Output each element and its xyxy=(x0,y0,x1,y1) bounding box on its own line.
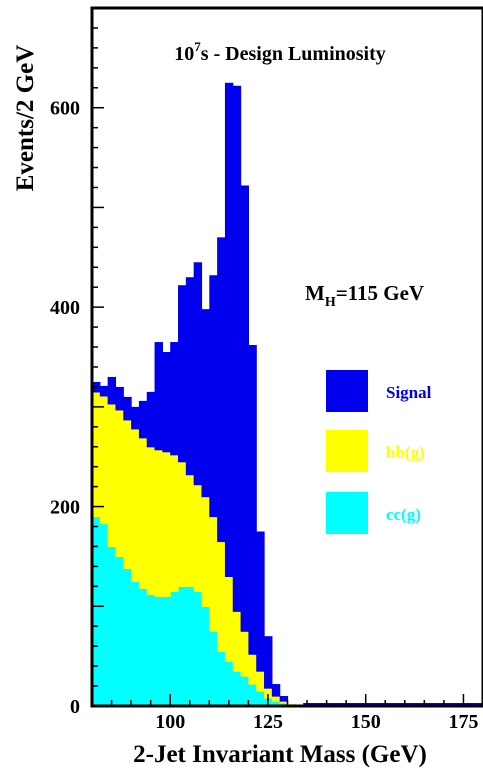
bar-signal xyxy=(279,696,289,702)
bar-cc-g xyxy=(209,631,218,707)
bar-cc-g xyxy=(138,588,148,707)
bar-bb-g xyxy=(193,484,203,592)
higgs-mass-annotation: MH=115 GeV xyxy=(305,281,424,310)
bar-signal xyxy=(240,185,249,632)
x-axis-label: 2-Jet Invariant Mass (GeV) xyxy=(133,741,427,768)
bar-cc-g xyxy=(123,568,132,707)
bar-bb-g xyxy=(185,474,195,587)
stacked-bars xyxy=(92,82,483,707)
bar-signal xyxy=(178,285,187,463)
bar-cc-g xyxy=(217,651,226,707)
bar-bb-g xyxy=(115,409,124,558)
bar-cc-g xyxy=(201,606,210,707)
bar-signal xyxy=(185,277,195,476)
bar-bb-g xyxy=(217,541,226,652)
legend-swatch-signal xyxy=(326,370,368,412)
bar-cc-g xyxy=(185,586,195,707)
bar-signal xyxy=(232,85,242,612)
x-tick-label: 100 xyxy=(155,711,185,733)
bar-bb-g xyxy=(123,419,132,569)
bar-cc-g xyxy=(92,516,101,707)
bar-bb-g xyxy=(146,446,156,595)
bar-cc-g xyxy=(154,596,163,707)
bar-bb-g xyxy=(248,654,257,685)
bar-signal xyxy=(107,376,117,405)
bar-signal xyxy=(271,684,281,697)
y-tick-label: 200 xyxy=(50,497,80,519)
bar-bb-g xyxy=(224,576,234,662)
bar-signal xyxy=(115,386,124,411)
bar-cc-g xyxy=(256,691,265,707)
bar-signal xyxy=(193,262,203,486)
bar-bb-g xyxy=(240,631,249,677)
bar-cc-g xyxy=(131,581,140,707)
bar-signal xyxy=(256,531,265,672)
bar-cc-g xyxy=(146,594,156,707)
legend: Signal bb(g) cc(g) xyxy=(326,370,432,534)
bar-bb-g xyxy=(279,701,289,704)
bar-signal xyxy=(209,275,218,518)
bar-signal xyxy=(154,342,163,451)
y-tick-label: 0 xyxy=(70,696,80,718)
bar-bb-g xyxy=(162,451,171,597)
bar-cc-g xyxy=(193,591,203,707)
bar-signal xyxy=(146,391,156,448)
y-tick-label: 400 xyxy=(50,297,80,319)
bar-bb-g xyxy=(256,671,265,692)
axis-tick-labels: 100 125 150 175 0 200 400 600 xyxy=(50,98,478,733)
bar-bb-g xyxy=(170,454,179,592)
bar-bb-g xyxy=(264,688,273,699)
bar-signal xyxy=(123,396,132,421)
bar-signal xyxy=(201,309,210,498)
axis-ticks xyxy=(91,7,483,707)
bar-bb-g xyxy=(131,428,140,582)
bar-cc-g xyxy=(248,684,257,707)
bar-cc-g xyxy=(170,591,179,707)
bar-bb-g xyxy=(99,395,109,525)
bar-cc-g xyxy=(115,556,124,707)
x-tick-label: 175 xyxy=(448,711,478,733)
bar-bb-g xyxy=(209,516,218,632)
legend-label-signal: Signal xyxy=(386,383,432,402)
legend-swatch-cc-g xyxy=(326,492,368,534)
bar-cc-g xyxy=(178,586,187,707)
bar-signal xyxy=(131,406,140,430)
legend-label-cc-g: cc(g) xyxy=(386,505,421,524)
bar-cc-g xyxy=(224,661,234,707)
x-tick-label: 150 xyxy=(351,711,381,733)
legend-swatch-bb-g xyxy=(326,430,368,472)
bar-cc-g xyxy=(232,671,242,707)
bar-bb-g xyxy=(271,696,281,702)
bar-bb-g xyxy=(178,461,187,587)
bar-signal xyxy=(162,352,171,453)
bar-signal xyxy=(99,385,109,397)
bar-signal xyxy=(138,400,148,439)
legend-label-bb-g: bb(g) xyxy=(386,443,425,462)
bar-cc-g xyxy=(271,701,281,707)
bar-signal xyxy=(248,345,257,655)
bar-bb-g xyxy=(107,403,117,548)
bar-bb-g xyxy=(138,437,148,589)
bar-cc-g xyxy=(99,523,109,707)
bar-cc-g xyxy=(107,546,117,707)
bar-signal xyxy=(217,237,226,543)
y-tick-label: 600 xyxy=(50,98,80,120)
x-tick-label: 125 xyxy=(253,711,283,733)
bar-bb-g xyxy=(201,496,210,607)
bar-bb-g xyxy=(92,391,101,518)
bar-signal xyxy=(170,342,179,456)
bar-signal xyxy=(264,636,273,689)
bar-bb-g xyxy=(232,611,242,672)
chart-title: 107s - Design Luminosity xyxy=(174,39,386,65)
bar-signal xyxy=(224,82,234,577)
bar-cc-g xyxy=(240,676,249,707)
y-axis-label: Events/2 GeV xyxy=(12,45,39,192)
bar-bb-g xyxy=(154,449,163,597)
bar-cc-g xyxy=(162,596,171,707)
